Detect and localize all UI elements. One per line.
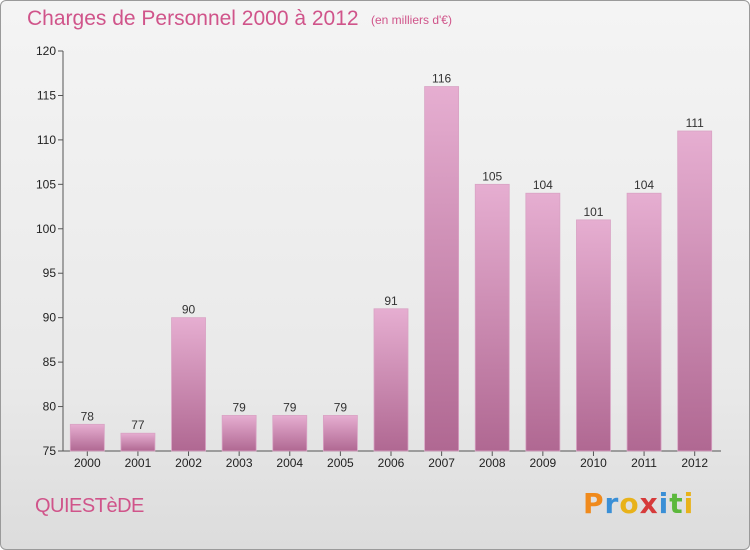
x-tick-label: 2008	[479, 456, 506, 470]
x-tick-label: 2000	[74, 456, 101, 470]
x-tick-label: 2006	[378, 456, 405, 470]
bar-value-label: 104	[533, 178, 553, 192]
y-tick-label: 95	[43, 266, 57, 280]
bar	[373, 308, 409, 452]
bar	[474, 183, 510, 452]
x-tick-label: 2001	[125, 456, 152, 470]
bar	[424, 86, 460, 452]
bar	[322, 415, 358, 452]
y-tick-label: 120	[36, 44, 56, 58]
bar	[120, 432, 156, 452]
bar	[272, 415, 308, 452]
bar-value-label: 91	[384, 294, 398, 308]
logo-letter: i	[658, 487, 670, 520]
x-tick-label: 2005	[327, 456, 354, 470]
logo-letter: o	[619, 487, 640, 520]
bar-value-label: 105	[482, 169, 502, 183]
y-tick-label: 105	[36, 177, 56, 191]
bar	[221, 415, 257, 452]
bar-value-label: 79	[232, 400, 246, 414]
y-tick-label: 80	[43, 400, 57, 414]
chart-data-labels: 78 77 90 79 79 79 91 116 105 104 101 104 111	[81, 72, 705, 433]
logo-letter: t	[669, 487, 684, 520]
y-tick-label: 115	[37, 88, 56, 102]
y-tick-label: 90	[43, 311, 57, 325]
logo-letter: P	[583, 487, 605, 520]
bar-value-label: 104	[634, 178, 654, 192]
bar-value-label: 90	[182, 303, 196, 317]
bar	[171, 317, 206, 452]
bar	[525, 192, 561, 452]
x-tick-label: 2007	[428, 456, 455, 470]
x-tick-label: 2012	[681, 456, 708, 470]
logo-letter: i	[683, 487, 695, 520]
bar	[626, 192, 662, 452]
y-tick-label: 100	[36, 222, 56, 236]
y-tick-label: 85	[43, 355, 57, 369]
x-tick-label: 2010	[580, 456, 607, 470]
bar	[576, 219, 611, 452]
bar-value-label: 101	[583, 205, 603, 219]
y-tick-label: 110	[37, 133, 56, 147]
logo-letter: x	[639, 487, 659, 520]
bar	[69, 423, 105, 452]
x-tick-label: 2003	[226, 456, 253, 470]
proxiti-logo: Proxiti	[583, 487, 694, 520]
commune-name: QUIESTèDE	[35, 495, 144, 517]
bar-value-label: 79	[334, 400, 348, 414]
bar-value-label: 116	[432, 72, 451, 86]
x-tick-label: 2002	[175, 456, 202, 470]
bar-value-label: 111	[686, 116, 705, 130]
logo-letter: r	[604, 487, 620, 520]
chart-subtitle: (en milliers d'€)	[371, 13, 452, 27]
bar-value-label: 77	[131, 418, 145, 432]
bar-value-label: 78	[81, 409, 95, 423]
y-tick-label: 75	[43, 444, 57, 458]
bar-value-label: 79	[283, 400, 297, 414]
chart-title: Charges de Personnel 2000 à 2012	[27, 7, 359, 30]
x-tick-label: 2004	[276, 456, 303, 470]
x-tick-label: 2009	[529, 456, 556, 470]
chart-bars	[69, 86, 713, 452]
x-tick-label: 2011	[631, 456, 657, 470]
bar	[677, 130, 713, 452]
